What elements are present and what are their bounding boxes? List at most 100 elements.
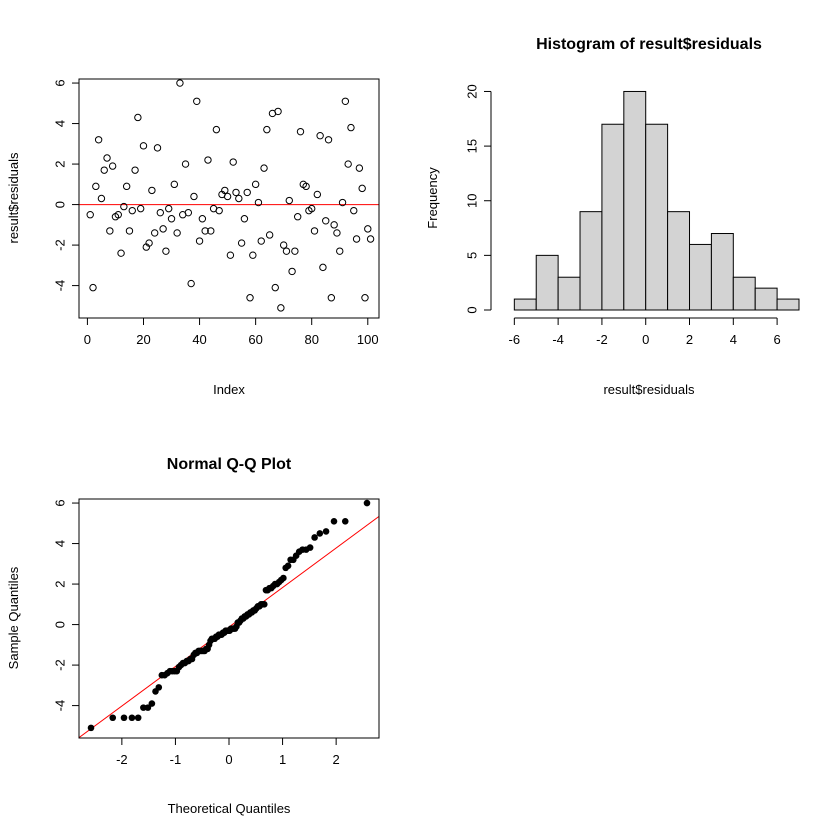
qq-plot-ylabel: Sample Quantiles (6, 566, 21, 669)
histogram-y-axis: 0 5 10 15 20 (465, 84, 492, 314)
residuals-x-tick-label: 0 (84, 332, 91, 347)
residual-point (108, 162, 117, 170)
residual-point (151, 229, 159, 237)
histogram-x-axis: -6 -4 -2 0 2 4 6 (509, 317, 781, 347)
residual-point (361, 294, 369, 302)
histogram-ylabel: Frequency (425, 167, 440, 229)
residual-point (302, 182, 310, 191)
residual-point (120, 202, 128, 211)
residual-point (352, 235, 361, 243)
residual-point (201, 227, 209, 235)
qq-point (284, 562, 292, 570)
residual-point (114, 211, 122, 219)
residual-point (195, 237, 204, 245)
qq-plot: Normal Q-Q Plot -2 -1 0 1 2 -4 -2 0 2 4 6 Theoret… (6, 456, 380, 816)
histogram-y-tick-label: 0 (465, 306, 480, 313)
residual-point (237, 239, 246, 247)
qq-point (144, 704, 152, 711)
residual-point (355, 164, 364, 172)
residuals-x-tick-label: 60 (248, 332, 262, 347)
residual-point (159, 225, 167, 233)
residual-point (170, 180, 179, 189)
residual-point (94, 136, 103, 144)
residuals-y-tick-label: -2 (53, 239, 68, 251)
residual-point (139, 142, 148, 150)
histogram-y-tick-label: 5 (465, 252, 480, 259)
residual-point (122, 182, 131, 191)
residual-point (240, 215, 249, 223)
residual-point (221, 186, 229, 195)
histogram-x-tick-label: -6 (509, 332, 521, 347)
histogram-x-tick-label: 2 (686, 332, 693, 347)
histogram-bar (557, 276, 581, 311)
residual-point (257, 237, 265, 245)
qq-point (120, 714, 128, 722)
residual-point (358, 184, 366, 193)
qq-point (128, 714, 136, 722)
qq-point (148, 700, 156, 707)
residual-point (344, 160, 352, 168)
residual-point (279, 241, 288, 249)
residual-point (249, 251, 257, 259)
residuals-x-tick-label: 20 (136, 332, 150, 347)
residuals-y-tick-label: 4 (53, 120, 68, 127)
residual-point (156, 208, 165, 217)
residual-point (223, 192, 232, 201)
histogram-bar (667, 211, 691, 311)
residual-point (313, 190, 322, 199)
residual-point (100, 166, 108, 174)
histogram-x-tick-label: 4 (730, 332, 737, 347)
histogram-bars (513, 90, 800, 311)
residual-point (145, 239, 153, 247)
histogram-bar (579, 211, 603, 311)
residual-point (215, 206, 223, 215)
histogram-title: Histogram of result$residuals (536, 36, 762, 53)
qq-y-tick-label: -2 (53, 659, 68, 671)
qq-y-tick-label: -4 (53, 700, 68, 712)
residual-point (226, 251, 235, 259)
qq-x-tick-label: -2 (116, 752, 128, 767)
residual-point (153, 144, 162, 152)
residual-point (274, 107, 282, 116)
qq-point (316, 530, 324, 537)
residual-point (338, 198, 347, 207)
residual-point (330, 221, 338, 229)
residual-point (103, 154, 111, 162)
residual-point (162, 247, 170, 255)
residuals-plot-frame (78, 78, 380, 319)
residual-point (265, 231, 274, 239)
residual-point (282, 247, 291, 255)
histogram-bar (645, 123, 669, 311)
residual-point (184, 208, 193, 217)
residual-point (187, 279, 195, 288)
residual-point (181, 160, 190, 168)
qq-x-tick-label: 0 (225, 752, 232, 767)
qq-plot-frame (78, 498, 380, 739)
residual-point (277, 304, 285, 312)
histogram-x-tick-label: -2 (596, 332, 608, 347)
qq-point (306, 544, 314, 551)
residual-point (319, 263, 327, 272)
qq-point (322, 528, 330, 535)
histogram-y-tick-label: 15 (465, 139, 480, 153)
residual-point (285, 196, 293, 205)
residuals-y-tick-label: 2 (53, 160, 68, 167)
qq-y-tick-label: 6 (53, 499, 68, 506)
residual-point (288, 267, 296, 276)
residual-point (190, 192, 198, 201)
residual-point (251, 180, 260, 189)
histogram-x-tick-label: 0 (642, 332, 649, 347)
qq-plot-title: Normal Q-Q Plot (167, 456, 292, 473)
residual-point (193, 97, 201, 105)
residual-point (204, 156, 212, 164)
residual-point (293, 213, 302, 221)
qq-plot-y-axis: -4 -2 0 2 4 6 (53, 499, 80, 711)
histogram-bar (601, 123, 625, 311)
histogram-xlabel: result$residuals (603, 382, 695, 397)
residual-point (86, 211, 94, 219)
residuals-plot-y-axis: -4 -2 0 2 4 6 (53, 79, 80, 291)
residual-point (128, 206, 136, 215)
residuals-y-tick-label: 6 (53, 79, 68, 86)
residual-point (260, 164, 268, 172)
qq-plot-x-axis: -2 -1 0 1 2 (116, 737, 340, 767)
